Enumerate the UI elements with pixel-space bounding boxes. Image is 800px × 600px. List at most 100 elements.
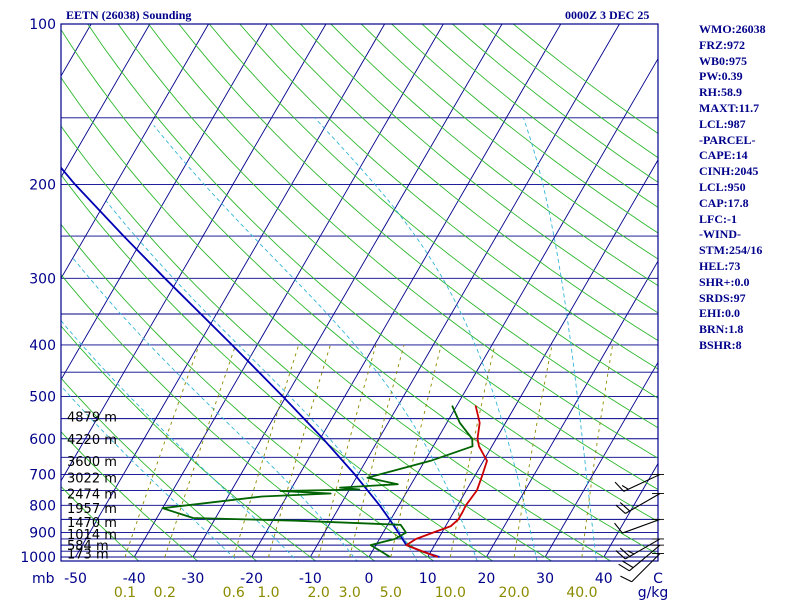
height-label: 173 m bbox=[67, 548, 109, 563]
isotherm-line bbox=[61, 24, 327, 482]
pressure-tick-label: 400 bbox=[29, 338, 56, 354]
temperature-tick-label: -30 bbox=[181, 571, 204, 587]
pressure-tick-label: 1000 bbox=[20, 550, 56, 566]
dry-adiabat bbox=[61, 174, 494, 561]
height-label: 4220 m bbox=[67, 433, 117, 448]
mixing-ratio-label: 5.0 bbox=[380, 585, 402, 600]
isotherm-line bbox=[0, 24, 32, 557]
dry-adiabat bbox=[61, 485, 140, 561]
temperature-tick-label: -10 bbox=[299, 571, 322, 587]
dry-adiabat bbox=[87, 24, 658, 523]
dry-adiabat bbox=[61, 76, 612, 561]
pressure-tick-label: 100 bbox=[29, 17, 56, 33]
index-row: BSHR:8 bbox=[699, 337, 742, 352]
index-row: LCL:950 bbox=[699, 179, 746, 194]
index-row: -WIND- bbox=[699, 227, 741, 242]
height-label: 1957 m bbox=[67, 502, 117, 517]
isotherm-line bbox=[75, 24, 386, 558]
pressure-tick-label: 800 bbox=[29, 498, 56, 514]
parcel-path-line bbox=[61, 166, 440, 558]
height-label: 2474 m bbox=[67, 487, 117, 502]
index-row: CINH:2045 bbox=[699, 164, 759, 179]
dry-adiabat bbox=[269, 24, 658, 342]
dry-adiabat bbox=[208, 24, 658, 399]
isotherm-line bbox=[309, 24, 620, 558]
dry-adiabat bbox=[61, 223, 435, 561]
dry-adiabat bbox=[360, 24, 658, 260]
dry-adiabat bbox=[61, 125, 553, 561]
dry-adiabat bbox=[61, 273, 376, 561]
isotherm-line bbox=[61, 24, 209, 280]
height-label: 1014 m bbox=[67, 528, 117, 543]
moist-adiabat bbox=[314, 117, 538, 561]
index-row: RH:58.9 bbox=[699, 85, 742, 100]
mixing-ratio-unit-label: g/kg bbox=[638, 585, 669, 600]
valid-time: 0000Z 3 DEC 25 bbox=[565, 8, 650, 22]
temperature-tick-label: -40 bbox=[123, 571, 146, 587]
moist-adiabat bbox=[105, 200, 418, 561]
mixing-ratio-line bbox=[349, 344, 405, 558]
pressure-tick-label: 200 bbox=[29, 177, 56, 193]
dewpoint-profile-line bbox=[161, 405, 474, 558]
index-row: PW:0.39 bbox=[699, 69, 743, 84]
dry-adiabat bbox=[239, 24, 658, 370]
mixing-ratio-line bbox=[124, 344, 200, 558]
pressure-unit-label: mb bbox=[32, 571, 55, 587]
mixing-ratio-line bbox=[268, 344, 331, 558]
isotherm-line bbox=[133, 24, 444, 558]
height-label: 3022 m bbox=[67, 472, 117, 487]
index-row: WB0:975 bbox=[699, 53, 747, 68]
dry-adiabat bbox=[61, 28, 658, 555]
index-row: WMO:26038 bbox=[699, 22, 766, 36]
temperature-tick-label: -50 bbox=[64, 571, 87, 587]
isotherm-line bbox=[603, 462, 658, 558]
dry-adiabat bbox=[330, 24, 658, 287]
temperature-tick-label: 30 bbox=[536, 571, 554, 587]
height-label: 3600 m bbox=[67, 455, 117, 470]
pressure-tick-label: 300 bbox=[29, 271, 56, 287]
isotherm-line bbox=[544, 361, 658, 558]
mixing-ratio-label: 20.0 bbox=[499, 585, 530, 600]
wind-barb bbox=[615, 492, 664, 514]
height-label: 4879 m bbox=[67, 410, 117, 425]
isotherm-line bbox=[251, 24, 562, 558]
wind-barb bbox=[618, 544, 664, 572]
dry-adiabat bbox=[61, 377, 258, 561]
mixing-ratio-line bbox=[390, 344, 442, 558]
temperature-tick-label: 20 bbox=[477, 571, 495, 587]
mixing-ratio-label: 1.0 bbox=[257, 585, 279, 600]
station-title: EETN (26038) Sounding bbox=[66, 8, 192, 22]
dry-adiabat bbox=[61, 325, 317, 561]
mixing-ratio-label: 0.1 bbox=[114, 585, 136, 600]
temperature-profile-line bbox=[405, 405, 488, 558]
mixing-ratio-line bbox=[449, 344, 496, 558]
index-row: HEL:73 bbox=[699, 258, 741, 273]
mixing-ratio-label: 2.0 bbox=[307, 585, 329, 600]
index-row: SHR+:0.0 bbox=[699, 274, 750, 289]
wind-barb bbox=[615, 538, 664, 560]
temperature-tick-label: 40 bbox=[595, 571, 613, 587]
mixing-ratio-label: 10.0 bbox=[435, 585, 466, 600]
dry-adiabat bbox=[178, 24, 658, 429]
mixing-ratio-label: 40.0 bbox=[566, 585, 597, 600]
index-row: BRN:1.8 bbox=[699, 322, 744, 337]
isotherm-line bbox=[368, 57, 658, 558]
pressure-tick-label: 700 bbox=[29, 467, 56, 483]
temperature-tick-label: 10 bbox=[419, 571, 437, 587]
isotherm-line bbox=[61, 24, 268, 381]
indices-panel: WMO:26038 FRZ:972 WB0:975 PW:0.39 RH:58.9 MAX… bbox=[699, 22, 766, 354]
moist-adiabat bbox=[72, 257, 358, 561]
index-row: MAXT:11.7 bbox=[699, 100, 760, 115]
temperature-tick-label: -20 bbox=[240, 571, 263, 587]
isotherm-line bbox=[427, 159, 658, 558]
temperature-tick-label: 0 bbox=[365, 571, 374, 587]
dry-adiabat bbox=[117, 24, 658, 490]
mixing-ratio-label: 3.0 bbox=[339, 585, 361, 600]
moist-adiabat bbox=[522, 117, 597, 561]
index-row: FRZ:972 bbox=[699, 37, 745, 52]
temperature-unit-label: C bbox=[653, 571, 663, 587]
dry-adiabat bbox=[61, 430, 199, 561]
mixing-ratio-label: 0.2 bbox=[154, 585, 176, 600]
isotherm-line bbox=[192, 24, 503, 558]
